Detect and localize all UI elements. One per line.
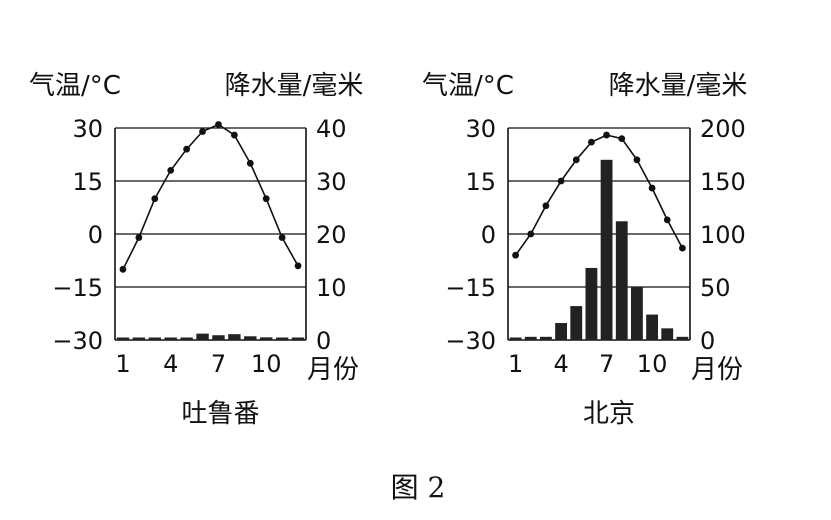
month-tick-label: 10 bbox=[637, 350, 668, 378]
month-axis-label: 月份 bbox=[691, 355, 743, 385]
precip-bar bbox=[116, 337, 130, 340]
precip-bar bbox=[509, 337, 522, 340]
temperature-point bbox=[557, 177, 565, 185]
temperature-point bbox=[230, 131, 238, 139]
temperature-point bbox=[663, 216, 671, 224]
temperature-point bbox=[679, 244, 686, 252]
temperature-point bbox=[512, 251, 519, 259]
precip-bar bbox=[631, 287, 643, 340]
precip-bar bbox=[646, 314, 658, 340]
precip-bar bbox=[555, 323, 567, 340]
temp-tick-label: −15 bbox=[445, 274, 496, 302]
month-tick-label: 7 bbox=[599, 350, 614, 378]
temperature-point bbox=[246, 159, 254, 167]
chart-turpan: 30 15 0 −15 −30 40 30 20 10 0 1 4 7 10 气温/°C 降水量/毫米月份吐鲁… bbox=[29, 71, 363, 429]
precip-tick-label: 40 bbox=[316, 115, 347, 143]
station-name: 北京 bbox=[583, 399, 635, 429]
temperature-point bbox=[572, 156, 580, 164]
temperature-point bbox=[618, 135, 626, 143]
temperature-point bbox=[135, 234, 143, 241]
precip-bar bbox=[661, 328, 674, 340]
precip-tick-label: 0 bbox=[316, 327, 331, 355]
precip-bar bbox=[524, 336, 537, 340]
precip-bar bbox=[585, 267, 598, 340]
temperature-point bbox=[167, 167, 175, 174]
precip-tick-label: 0 bbox=[700, 327, 715, 355]
temp-tick-label: 15 bbox=[465, 168, 496, 196]
precip-bar bbox=[275, 337, 289, 340]
precip-bar bbox=[228, 334, 241, 340]
temp-tick-label: 30 bbox=[72, 115, 103, 143]
temperature-point bbox=[151, 195, 159, 203]
month-tick-label: 7 bbox=[211, 350, 226, 378]
month-tick-label: 4 bbox=[553, 350, 568, 378]
station-name: 吐鲁番 bbox=[181, 399, 259, 429]
precip-axis-label: 降水量/毫米 bbox=[609, 71, 748, 101]
temp-tick-label: 30 bbox=[465, 115, 496, 143]
precip-bar bbox=[180, 337, 193, 340]
month-tick-label: 4 bbox=[163, 350, 178, 378]
month-tick-label: 10 bbox=[251, 350, 282, 378]
precip-bar bbox=[148, 337, 161, 340]
temp-tick-label: −15 bbox=[52, 274, 103, 302]
temp-tick-label: −30 bbox=[52, 327, 103, 355]
precip-tick-label: 30 bbox=[316, 168, 347, 196]
temperature-point bbox=[215, 121, 222, 128]
temp-axis-label: 气温/°C bbox=[29, 71, 121, 101]
temperature-line bbox=[122, 123, 299, 270]
precip-bar bbox=[212, 335, 225, 340]
temperature-point bbox=[199, 128, 206, 135]
temp-axis-label: 气温/°C bbox=[422, 71, 514, 101]
temp-tick-label: 15 bbox=[72, 168, 103, 196]
precip-tick-label: 20 bbox=[316, 221, 347, 249]
precip-tick-label: 150 bbox=[700, 168, 746, 196]
temperature-line bbox=[514, 134, 684, 256]
temp-tick-label: −30 bbox=[445, 327, 496, 355]
temperature-point bbox=[262, 195, 270, 203]
precip-tick-label: 200 bbox=[700, 115, 746, 143]
temperature-point bbox=[278, 234, 286, 241]
temp-tick-label: 0 bbox=[481, 221, 496, 249]
precip-bar bbox=[244, 336, 257, 340]
precip-bar bbox=[600, 159, 613, 340]
temperature-point bbox=[603, 131, 610, 139]
precip-bar bbox=[196, 333, 209, 340]
figure-caption: 图 2 bbox=[391, 471, 446, 504]
temperature-point bbox=[183, 145, 191, 153]
temperature-point bbox=[588, 138, 595, 146]
precip-bar bbox=[164, 337, 177, 340]
temperature-point bbox=[648, 184, 656, 192]
precip-bar bbox=[291, 337, 305, 340]
temperature-point bbox=[294, 262, 302, 270]
precip-bar bbox=[540, 336, 552, 340]
precip-bar bbox=[570, 306, 583, 340]
temperature-point bbox=[633, 156, 641, 164]
precip-tick-label: 100 bbox=[700, 221, 746, 249]
precip-bar bbox=[132, 337, 146, 340]
temperature-point bbox=[542, 202, 550, 210]
temperature-point bbox=[119, 265, 127, 273]
temp-tick-label: 0 bbox=[88, 221, 103, 249]
precip-axis-label: 降水量/毫米 bbox=[225, 71, 364, 101]
precip-tick-label: 10 bbox=[316, 274, 347, 302]
temperature-point bbox=[527, 230, 535, 238]
precip-bar bbox=[260, 337, 273, 340]
precip-bar bbox=[676, 336, 689, 340]
month-tick-label: 1 bbox=[115, 350, 130, 378]
month-axis-label: 月份 bbox=[307, 355, 359, 385]
precip-tick-label: 50 bbox=[700, 274, 731, 302]
month-tick-label: 1 bbox=[508, 350, 523, 378]
precip-bar bbox=[615, 221, 628, 340]
